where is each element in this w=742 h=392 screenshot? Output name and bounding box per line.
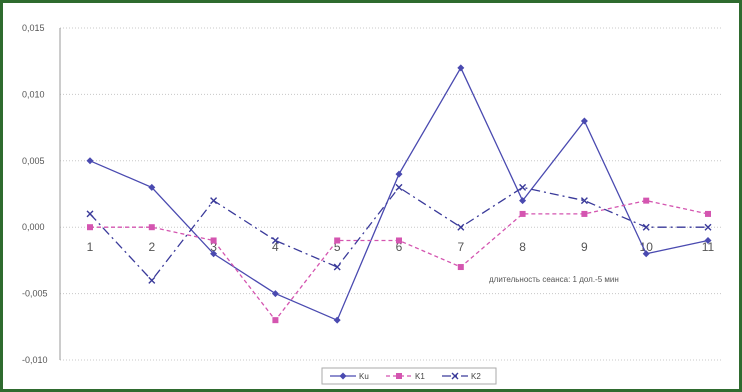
data-point-k1 [581, 210, 588, 217]
legend-marker [339, 372, 347, 380]
data-point-ku [519, 197, 527, 205]
data-point-k1 [457, 264, 464, 271]
y-tick-label: -0,010 [22, 355, 48, 365]
data-point-k2 [86, 210, 94, 218]
data-point-ku [333, 316, 341, 324]
data-point-ku [457, 64, 465, 72]
legend-label: K2 [471, 372, 481, 381]
y-tick-label: -0,005 [22, 289, 48, 299]
data-point-k1 [210, 237, 217, 244]
data-point-ku [704, 236, 712, 244]
data-point-ku [271, 290, 279, 298]
y-tick-label: 0,000 [22, 222, 45, 232]
data-point-k2 [333, 263, 341, 271]
series-line-k2 [89, 186, 708, 282]
data-point-k2 [395, 183, 403, 191]
data-point-ku [86, 157, 94, 165]
x-tick-label: 2 [148, 240, 155, 254]
data-point-k1 [519, 210, 526, 217]
data-point-k2 [519, 183, 527, 191]
data-point-k2 [148, 276, 156, 284]
x-tick-label: 5 [334, 240, 341, 254]
legend-marker [396, 373, 402, 379]
data-point-ku [395, 170, 403, 178]
data-point-ku [642, 250, 650, 258]
y-tick-label: 0,010 [22, 89, 45, 99]
annotation: длительность сеанса: 1 дол.-5 мин [489, 275, 619, 284]
data-point-ku [580, 117, 588, 125]
data-point-k1 [148, 224, 155, 231]
x-tick-label: 4 [272, 240, 279, 254]
data-point-k1 [87, 224, 93, 231]
legend-marker [451, 372, 459, 380]
data-point-k2 [271, 236, 279, 244]
data-point-k2 [704, 223, 712, 231]
data-point-k2 [457, 223, 465, 231]
x-tick-label: 3 [210, 240, 217, 254]
data-point-k1 [334, 237, 341, 244]
x-tick-label: 10 [640, 240, 654, 254]
data-point-k2 [210, 197, 218, 205]
x-tick-label: 6 [396, 240, 403, 254]
data-point-k2 [642, 223, 650, 231]
legend-label: Ku [359, 372, 369, 381]
y-tick-label: 0,015 [22, 23, 45, 33]
x-tick-label: 9 [581, 240, 588, 254]
data-point-ku [148, 183, 156, 191]
data-point-ku [210, 250, 218, 258]
x-tick-label: 7 [457, 240, 464, 254]
data-point-k1 [272, 317, 279, 324]
x-tick-label: 11 [702, 240, 715, 254]
y-tick-label: 0,005 [22, 156, 45, 166]
x-tick-label: 1 [87, 240, 94, 254]
data-point-k1 [396, 237, 402, 244]
x-tick-label: 8 [519, 240, 526, 254]
data-point-k2 [580, 197, 588, 205]
data-point-k1 [705, 210, 711, 217]
series-line-k1 [90, 199, 709, 322]
legend-label: K1 [415, 372, 425, 381]
data-point-k1 [643, 197, 650, 204]
